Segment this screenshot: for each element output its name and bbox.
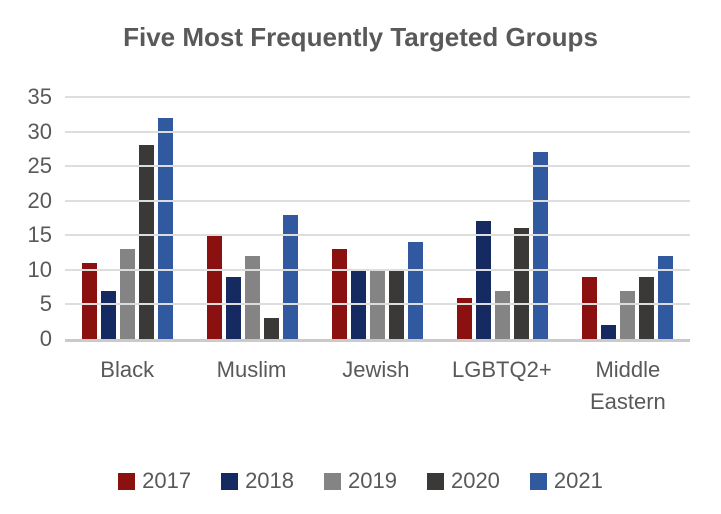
bar-2021-jewish xyxy=(408,242,423,339)
bar-2019-middle-eastern xyxy=(620,290,635,339)
legend-swatch-2021 xyxy=(529,472,547,490)
legend-swatch-2017 xyxy=(118,472,136,490)
bar-2020-middle-eastern xyxy=(639,276,654,339)
bar-2020-muslim xyxy=(264,318,279,339)
bar-2017-middle-eastern xyxy=(582,276,597,339)
y-tick-label-10: 10 xyxy=(27,256,52,282)
bar-2020-lgbtq2- xyxy=(514,228,529,339)
bar-groups xyxy=(65,97,690,339)
gridline-15 xyxy=(65,234,690,237)
y-tick-label-15: 15 xyxy=(27,222,52,248)
bar-2021-black xyxy=(158,117,173,339)
bar-group-muslim xyxy=(190,97,315,339)
bar-2017-lgbtq2- xyxy=(457,297,472,339)
y-tick-label-35: 35 xyxy=(27,84,52,109)
legend-item-2019: 2019 xyxy=(324,468,397,494)
legend-label-2017: 2017 xyxy=(142,468,192,493)
bar-2017-black xyxy=(82,262,97,339)
bar-2019-lgbtq2- xyxy=(495,290,510,339)
y-tick-label-25: 25 xyxy=(27,153,52,179)
y-axis: 0 5 10 15 20 25 30 35 xyxy=(0,84,52,351)
bar-2018-middle-eastern xyxy=(601,325,616,339)
bar-group-middle-eastern xyxy=(565,97,690,339)
gridline-35 xyxy=(65,96,690,98)
gridline-25 xyxy=(65,165,690,168)
chart-title: Five Most Frequently Targeted Groups xyxy=(123,22,598,52)
legend-swatch-2018 xyxy=(221,472,239,490)
x-axis: Black Muslim Jewish LGBTQ2+ Middle Eastern xyxy=(65,354,690,418)
gridline-10 xyxy=(65,268,690,271)
x-label-muslim: Muslim xyxy=(216,357,287,382)
bar-2019-muslim xyxy=(245,256,260,339)
bar-2021-muslim xyxy=(283,214,298,339)
bar-2018-muslim xyxy=(226,276,241,339)
bar-2020-black xyxy=(139,145,154,339)
x-label-middle-eastern: Middle Eastern xyxy=(589,357,666,414)
gridline-5 xyxy=(65,303,690,306)
bar-2017-jewish xyxy=(332,249,347,339)
bar-2018-black xyxy=(101,290,116,339)
legend-label-2020: 2020 xyxy=(450,468,500,493)
legend-swatch-2019 xyxy=(324,472,342,490)
legend: 2017 2018 2019 2020 2021 xyxy=(0,468,721,494)
bar-2017-muslim xyxy=(207,235,222,339)
bar-group-lgbtq2- xyxy=(440,97,565,339)
y-tick-label-5: 5 xyxy=(39,291,52,317)
bar-2018-lgbtq2- xyxy=(476,221,491,339)
legend-label-2018: 2018 xyxy=(245,468,295,493)
y-tick-label-30: 30 xyxy=(27,118,52,144)
x-label-jewish: Jewish xyxy=(342,357,410,382)
gridline-20 xyxy=(65,199,690,202)
x-label-lgbtq2-: LGBTQ2+ xyxy=(452,357,552,382)
legend-swatch-2020 xyxy=(426,472,444,490)
bar-2019-black xyxy=(120,249,135,339)
bar-group-black xyxy=(65,97,190,339)
x-label-black: Black xyxy=(100,357,155,382)
legend-label-2021: 2021 xyxy=(553,468,603,493)
plot-area xyxy=(65,96,690,342)
y-tick-label-0: 0 xyxy=(39,326,52,351)
legend-item-2018: 2018 xyxy=(221,468,294,494)
legend-item-2017: 2017 xyxy=(118,468,191,494)
legend-item-2020: 2020 xyxy=(426,468,500,494)
bar-2021-lgbtq2- xyxy=(533,152,548,339)
legend-item-2021: 2021 xyxy=(529,468,603,494)
y-tick-label-20: 20 xyxy=(27,187,52,213)
legend-label-2019: 2019 xyxy=(348,468,397,493)
bar-2021-middle-eastern xyxy=(658,256,673,339)
gridline-30 xyxy=(65,130,690,133)
